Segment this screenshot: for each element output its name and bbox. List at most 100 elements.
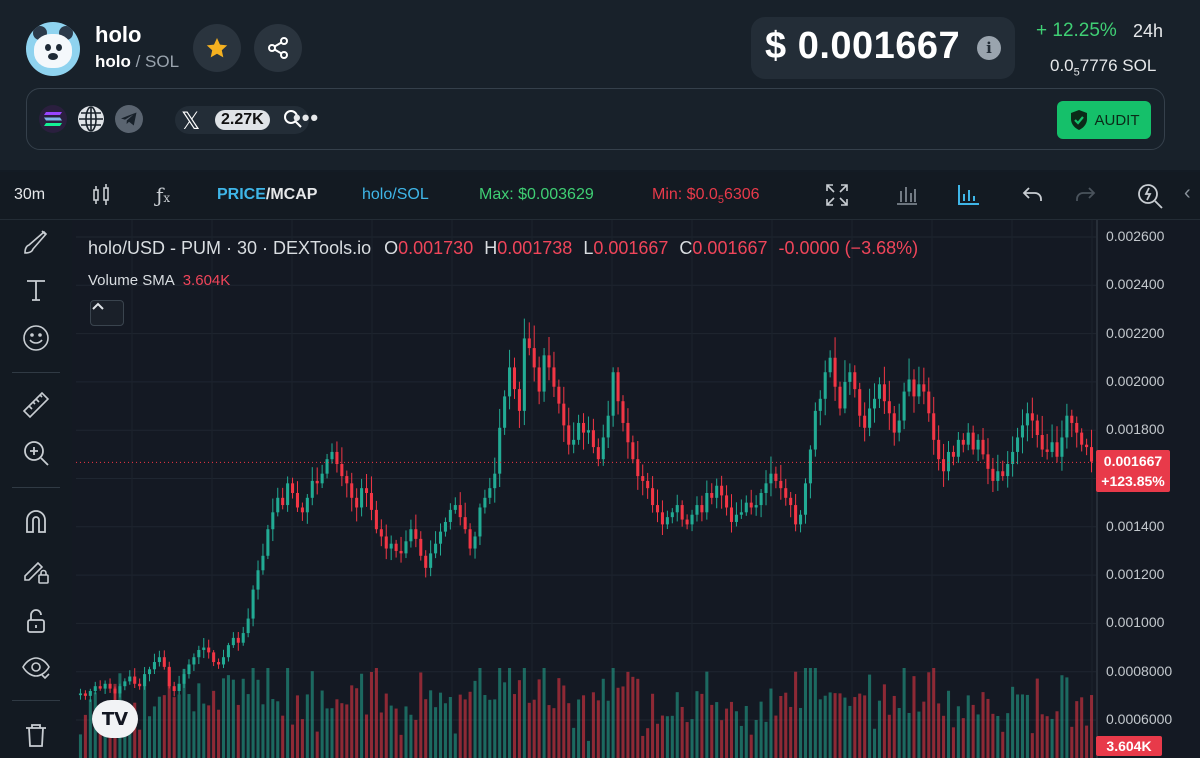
last-price-tag: 0.001667 +123.85%: [1096, 450, 1170, 492]
candle-body: [946, 451, 951, 472]
volume-bar: [848, 705, 852, 758]
telegram-icon[interactable]: [115, 105, 143, 133]
volume-bar: [187, 694, 191, 758]
candle-body: [305, 497, 309, 513]
pair-name: holo / SOL: [95, 52, 180, 71]
candle-body: [685, 519, 689, 525]
volume-bar: [784, 692, 788, 758]
volume-bar: [1001, 731, 1005, 758]
volume-bar: [532, 699, 536, 758]
redo-icon[interactable]: [1072, 182, 1098, 213]
volume-bar: [922, 701, 926, 758]
volume-bar: [537, 679, 541, 758]
candle-body: [300, 507, 304, 513]
volume-bar: [128, 718, 132, 758]
ruler-icon[interactable]: [19, 388, 53, 422]
tradingview-logo[interactable]: TV: [92, 700, 138, 738]
candle-body: [364, 488, 369, 493]
volume-bar: [759, 701, 763, 758]
volume-bar: [1030, 733, 1034, 758]
text-tool-icon[interactable]: [19, 273, 53, 307]
indicators-icon[interactable]: ƒx: [156, 183, 171, 207]
info-icon[interactable]: i: [977, 36, 1001, 60]
x-followers-tag[interactable]: 𝕏 2.27K: [175, 106, 309, 135]
share-button[interactable]: [254, 24, 302, 72]
solana-icon[interactable]: [39, 105, 67, 133]
volume-bar: [789, 706, 793, 758]
volume-bar: [754, 719, 758, 758]
volume-bar: [83, 714, 87, 758]
candle-body: [419, 538, 423, 556]
visibility-icon[interactable]: [19, 651, 53, 685]
candle-body: [147, 669, 152, 675]
candle-body: [942, 459, 946, 472]
emoji-icon[interactable]: [19, 321, 53, 355]
candle-body: [424, 555, 428, 568]
volume-bar: [468, 691, 472, 758]
search-icon[interactable]: [283, 109, 303, 134]
volume-bar: [281, 715, 285, 758]
more-links-icon[interactable]: •••: [293, 105, 320, 130]
volume-bar: [147, 716, 152, 758]
candle-body: [784, 488, 788, 498]
brush-icon[interactable]: [19, 226, 53, 260]
volume-bar: [88, 699, 92, 758]
candle-body: [877, 384, 881, 399]
magnet-icon[interactable]: [19, 504, 53, 538]
volume-bar: [700, 693, 704, 758]
volume-chart-icon[interactable]: [956, 182, 982, 213]
candle-body: [872, 398, 877, 409]
candle-body: [991, 468, 995, 481]
candle-body: [1011, 451, 1015, 465]
candle-body: [517, 389, 521, 411]
quick-search-icon[interactable]: [1136, 182, 1164, 215]
price-mcap-toggle[interactable]: PRICE/MCAP: [217, 186, 318, 203]
volume-bar: [853, 697, 857, 758]
volume-bar: [226, 675, 230, 758]
x-follower-count: 2.27K: [215, 110, 270, 130]
audit-button[interactable]: AUDIT: [1057, 101, 1151, 139]
volume-bar: [547, 705, 551, 758]
candle-body: [414, 529, 418, 539]
favorite-button[interactable]: [193, 24, 241, 72]
candle-body: [1065, 415, 1069, 438]
volume-bar: [877, 700, 881, 758]
interval-selector[interactable]: 30m: [14, 186, 46, 203]
price-display: $ 0.001667 i: [751, 17, 1015, 79]
volume-bar: [488, 699, 492, 758]
fullscreen-icon[interactable]: [824, 182, 850, 213]
candle-body: [271, 512, 275, 530]
volume-bar: [858, 693, 862, 758]
candle-body: [700, 505, 704, 513]
undo-icon[interactable]: [1020, 182, 1046, 213]
pair-toggle[interactable]: holo/SOL: [362, 186, 429, 203]
candle-body: [108, 683, 112, 689]
candle-body: [256, 570, 260, 590]
candle-body: [493, 473, 497, 489]
candle-body: [133, 676, 137, 684]
volume-bar: [399, 734, 403, 758]
website-icon[interactable]: [77, 105, 105, 133]
price-chart[interactable]: holo/USD - PUM · 30 · DEXTools.io O0.001…: [72, 220, 1200, 758]
current-price: $ 0.001667: [765, 25, 961, 67]
trash-icon[interactable]: [19, 718, 53, 752]
candle-body: [320, 473, 324, 484]
candle-body: [690, 514, 694, 525]
volume-bar: [325, 708, 329, 758]
bar-chart-icon[interactable]: [894, 182, 920, 213]
candles-icon[interactable]: [88, 182, 114, 213]
volume-bar: [996, 715, 1000, 758]
unlock-icon[interactable]: [19, 604, 53, 638]
candle-body: [912, 379, 916, 397]
volume-bar: [863, 695, 867, 758]
collapse-right-icon[interactable]: ‹: [1184, 182, 1191, 204]
volume-bar: [769, 688, 773, 758]
lock-drawing-icon[interactable]: [19, 554, 53, 588]
volume-bar: [404, 706, 408, 758]
volume-bar: [843, 697, 847, 758]
candle-body: [744, 502, 748, 513]
zoom-in-icon[interactable]: [19, 436, 53, 470]
volume-bar: [956, 706, 960, 758]
candle-body: [212, 652, 216, 663]
collapse-legend-button[interactable]: [90, 300, 124, 326]
